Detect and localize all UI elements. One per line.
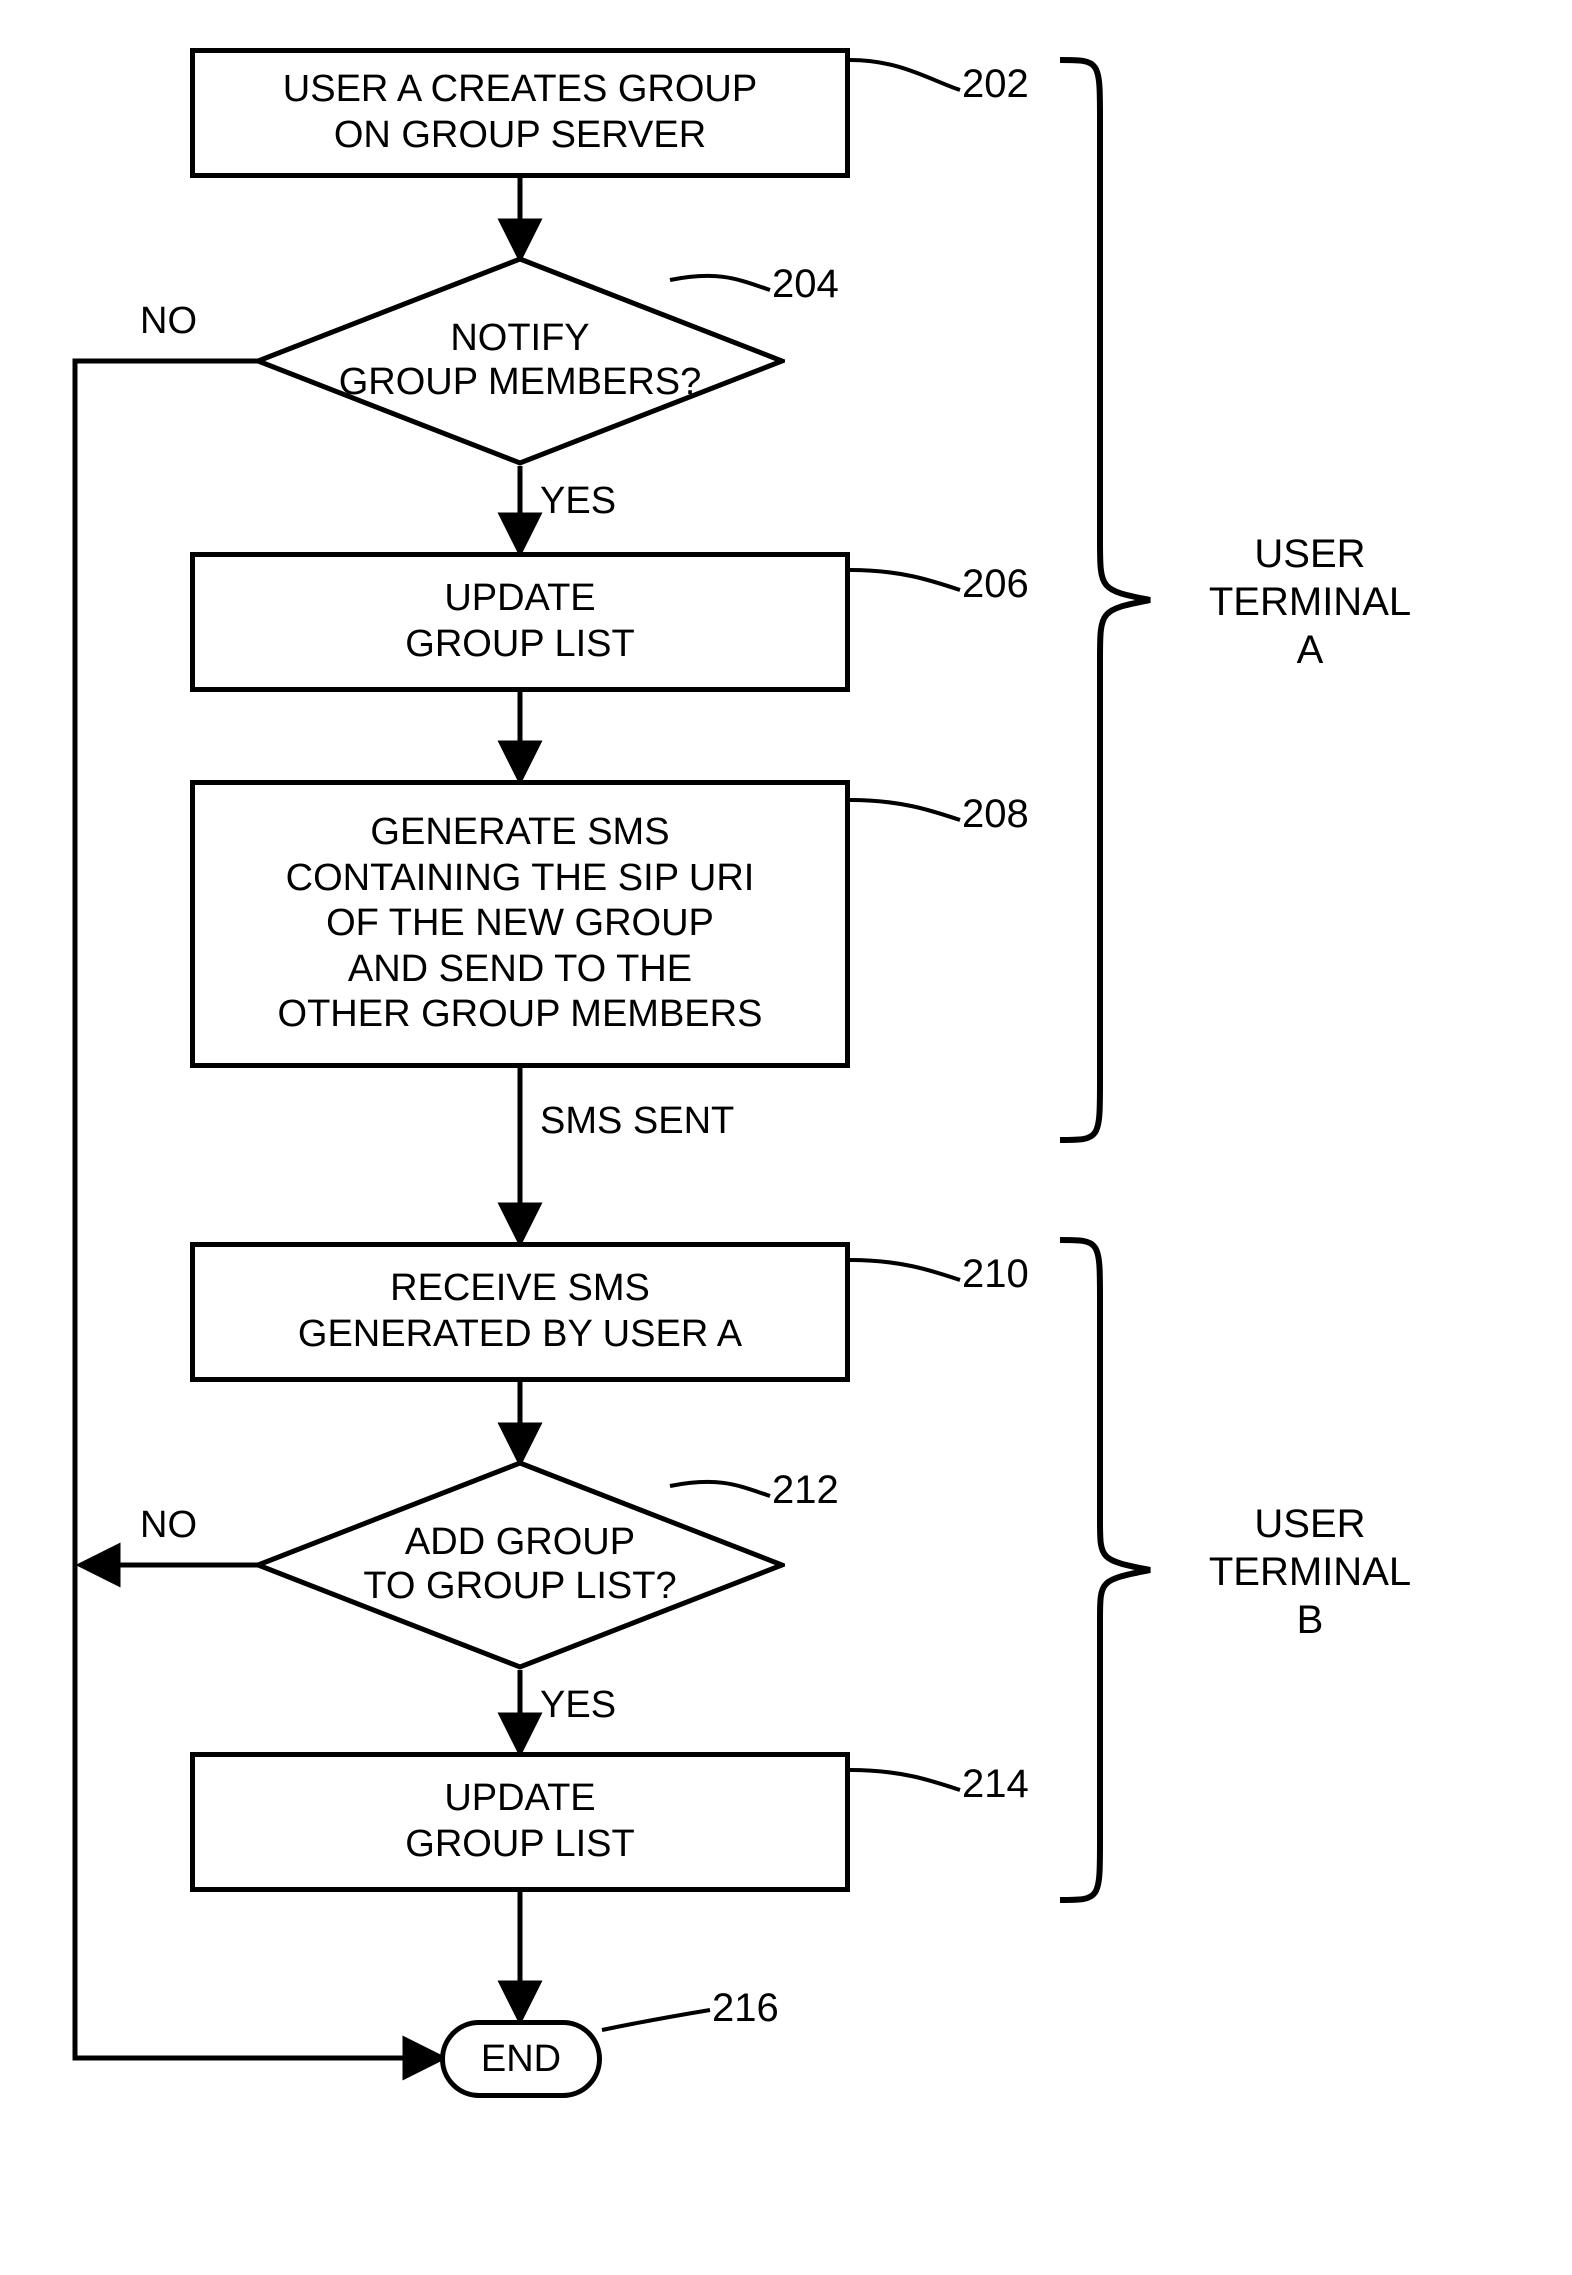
node-text: USER A CREATES GROUPON GROUP SERVER bbox=[283, 67, 757, 158]
flowchart-canvas: USER A CREATES GROUPON GROUP SERVER 202 … bbox=[0, 0, 1572, 2275]
node-text: ADD GROUPTO GROUP LIST? bbox=[363, 1521, 676, 1608]
node-text: UPDATEGROUP LIST bbox=[405, 576, 634, 667]
node-text: END bbox=[481, 2038, 561, 2081]
ref-216: 216 bbox=[712, 1986, 779, 2031]
node-text: UPDATEGROUP LIST bbox=[405, 1776, 634, 1867]
decision-notify-members: NOTIFYGROUP MEMBERS? bbox=[255, 256, 785, 466]
edge-no-2: NO bbox=[140, 1504, 197, 1547]
process-create-group: USER A CREATES GROUPON GROUP SERVER bbox=[190, 48, 850, 178]
edge-yes-2: YES bbox=[540, 1684, 616, 1727]
process-update-group-list-a: UPDATEGROUP LIST bbox=[190, 552, 850, 692]
process-generate-sms: GENERATE SMSCONTAINING THE SIP URIOF THE… bbox=[190, 780, 850, 1068]
ref-214: 214 bbox=[962, 1762, 1029, 1807]
edge-yes-1: YES bbox=[540, 480, 616, 523]
connectors bbox=[0, 0, 1572, 2275]
side-label-terminal-b: USERTERMINALB bbox=[1180, 1500, 1440, 1644]
edge-sms-sent: SMS SENT bbox=[540, 1100, 734, 1143]
process-update-group-list-b: UPDATEGROUP LIST bbox=[190, 1752, 850, 1892]
node-text: RECEIVE SMSGENERATED BY USER A bbox=[298, 1266, 742, 1357]
ref-206: 206 bbox=[962, 562, 1029, 607]
ref-208: 208 bbox=[962, 792, 1029, 837]
ref-210: 210 bbox=[962, 1252, 1029, 1297]
terminator-end: END bbox=[440, 2020, 602, 2098]
process-receive-sms: RECEIVE SMSGENERATED BY USER A bbox=[190, 1242, 850, 1382]
ref-212: 212 bbox=[772, 1468, 839, 1513]
ref-204: 204 bbox=[772, 262, 839, 307]
decision-add-group: ADD GROUPTO GROUP LIST? bbox=[255, 1460, 785, 1670]
node-text: NOTIFYGROUP MEMBERS? bbox=[339, 317, 701, 404]
edge-no-1: NO bbox=[140, 300, 197, 343]
ref-202: 202 bbox=[962, 62, 1029, 107]
side-label-terminal-a: USERTERMINALA bbox=[1180, 530, 1440, 674]
node-text: GENERATE SMSCONTAINING THE SIP URIOF THE… bbox=[278, 810, 763, 1038]
